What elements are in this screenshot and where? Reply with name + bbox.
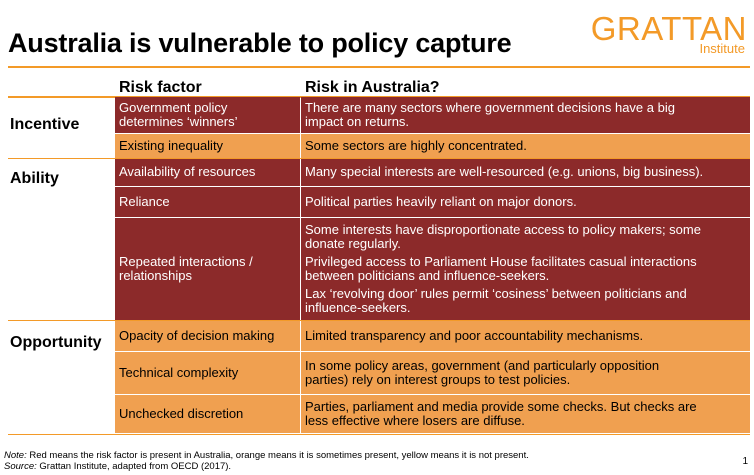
group-separator <box>8 158 750 159</box>
table-cell-risk: Parties, parliament and media provide so… <box>301 395 750 433</box>
table-cell-risk: There are many sectors where government … <box>301 97 750 133</box>
table-cell-risk: Many special interests are well-resource… <box>301 159 750 186</box>
table-cell-factor: Unchecked discretion <box>115 395 300 433</box>
table-cell-risk: In some policy areas, government (and pa… <box>301 352 750 394</box>
group-opportunity: Opportunity <box>10 334 102 351</box>
group-incentive: Incentive <box>10 116 80 133</box>
logo-wordmark: GRATTAN <box>590 10 747 47</box>
title-rule <box>8 66 750 68</box>
table-cell-factor: Reliance <box>115 187 300 217</box>
table-cell-factor: Technical complexity <box>115 352 300 394</box>
footer-rule <box>8 434 750 435</box>
table-cell-risk: Some sectors are highly concentrated. <box>301 134 750 158</box>
table-cell-factor: Government policy determines ‘winners’ <box>115 97 300 133</box>
page-number: 1 <box>742 456 748 467</box>
header-risk-in-australia: Risk in Australia? <box>305 79 440 96</box>
table-cell-risk: Some interests have disproportionate acc… <box>301 218 750 320</box>
group-separator <box>8 320 750 321</box>
grattan-logo: GRATTAN Institute <box>591 10 749 56</box>
logo-subtitle: Institute <box>699 41 745 56</box>
footnote: Note: Red means the risk factor is prese… <box>4 450 529 461</box>
table-cell-factor: Availability of resources <box>115 159 300 186</box>
table-cell-risk: Political parties heavily reliant on maj… <box>301 187 750 217</box>
table-cell-factor: Opacity of decision making <box>115 321 300 351</box>
table-cell-factor: Repeated interactions / relationships <box>115 218 300 320</box>
table-cell-factor: Existing inequality <box>115 134 300 158</box>
header-risk-factor: Risk factor <box>119 79 202 96</box>
table-cell-risk: Limited transparency and poor accountabi… <box>301 321 750 351</box>
page-title: Australia is vulnerable to policy captur… <box>8 28 512 58</box>
group-ability: Ability <box>10 170 59 187</box>
source-note: Source: Grattan Institute, adapted from … <box>4 461 232 472</box>
